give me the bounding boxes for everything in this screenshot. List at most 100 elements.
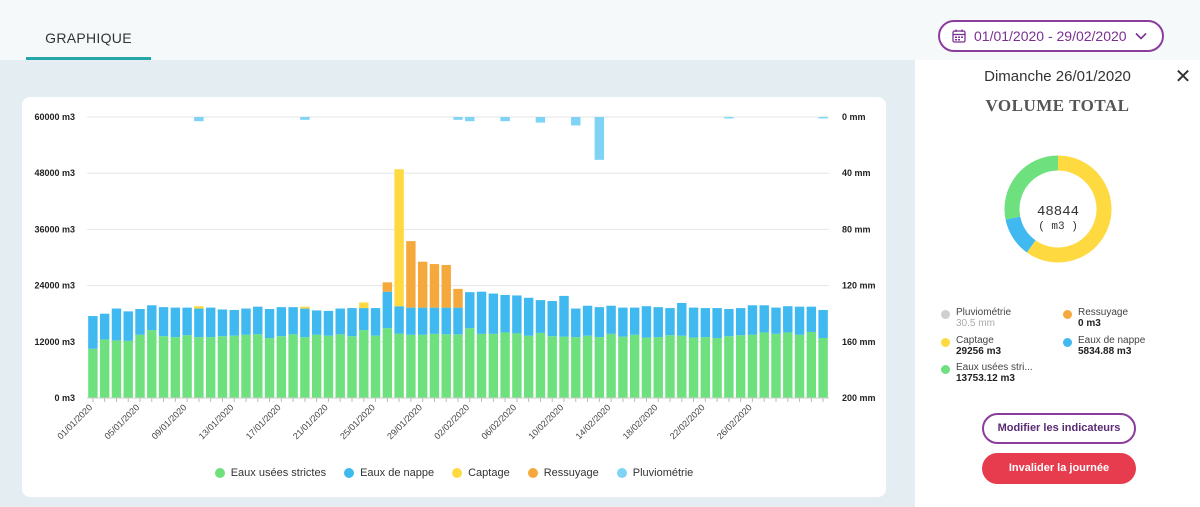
bar-segment xyxy=(700,337,711,398)
bar-segment xyxy=(406,307,416,335)
y-tick-label-left: 60000 m3 xyxy=(34,112,75,122)
bar-segment xyxy=(182,335,192,398)
bar-segment xyxy=(88,316,98,349)
bar-segment xyxy=(253,334,263,398)
bar-segment xyxy=(99,339,110,398)
panel-date: Dimanche 26/01/2020 xyxy=(984,68,1131,85)
bar-segment xyxy=(712,308,722,339)
legend-value: 13753.12 m3 xyxy=(956,373,1015,384)
chevron-down-icon xyxy=(1135,32,1147,40)
modify-indicators-button[interactable]: Modifier les indicateurs xyxy=(982,413,1136,444)
bar-segment xyxy=(300,337,310,398)
legend-label: Ressuyage xyxy=(543,467,599,479)
bar-segment xyxy=(429,264,440,308)
chart-svg: 0 m3 12000 m3 24000 m3 36000 m3 48000 m3 6000… xyxy=(34,112,876,441)
bar-segment xyxy=(783,332,793,398)
bar-segment xyxy=(653,337,663,398)
bar-segment xyxy=(170,307,181,338)
bar-segment xyxy=(147,330,157,398)
bar-segment xyxy=(194,308,204,338)
bar-segment xyxy=(311,310,322,335)
bar-segment xyxy=(629,334,640,398)
legend-name: Eaux de nappe xyxy=(1078,335,1146,346)
bar-segment xyxy=(311,334,322,398)
bar-segment xyxy=(359,302,369,309)
bar-segment xyxy=(453,288,463,308)
bar-segment xyxy=(147,305,157,331)
legend-name: Pluviométrie xyxy=(956,307,1012,318)
bar-segment xyxy=(135,309,145,335)
bar-segment xyxy=(724,309,734,337)
bar-segment xyxy=(688,307,699,338)
bar-segment xyxy=(618,336,628,398)
bar-segment xyxy=(441,307,451,335)
bar-segment xyxy=(205,337,216,398)
rain-bar xyxy=(465,117,475,122)
legend-swatch xyxy=(344,468,355,478)
bar-segment xyxy=(747,334,758,398)
chart-legend-item[interactable]: Ressuyage xyxy=(527,467,599,479)
bar-segment xyxy=(194,337,204,398)
chart-legend-item[interactable]: Captage xyxy=(452,467,510,479)
bar-segment xyxy=(382,282,393,292)
panel-title: VOLUME TOTAL xyxy=(985,96,1130,115)
bar-segment xyxy=(724,336,734,398)
bar-segment xyxy=(759,305,769,333)
bar-segment xyxy=(359,308,369,331)
chart-legend-item[interactable]: Pluviométrie xyxy=(616,467,694,479)
bar-segment xyxy=(429,307,440,334)
bar-segment xyxy=(347,308,357,337)
invalidate-day-button[interactable]: Invalider la journée xyxy=(982,453,1136,484)
rain-bar xyxy=(535,117,546,123)
bar-segment xyxy=(441,264,451,308)
legend-value: 5834.88 m3 xyxy=(1078,346,1132,357)
bar-segment xyxy=(759,332,769,398)
x-tick-label: 25/01/2020 xyxy=(338,402,377,441)
bar-segment xyxy=(523,297,534,336)
x-tick-label: 01/01/2020 xyxy=(55,402,94,441)
rain-bar xyxy=(571,117,581,126)
x-tick-label: 06/02/2020 xyxy=(479,402,518,441)
bar-segment xyxy=(99,313,110,340)
bar-segment xyxy=(523,335,534,398)
chart-legend-item[interactable]: Eaux de nappe xyxy=(344,467,434,479)
bar-segment xyxy=(677,302,687,336)
bar-segment xyxy=(641,306,652,338)
x-tick-label: 29/01/2020 xyxy=(385,402,424,441)
bar-segment xyxy=(453,307,463,335)
y-tick-label-left: 36000 m3 xyxy=(34,224,75,234)
y-tick-label-left: 24000 m3 xyxy=(34,281,75,291)
legend-label: Pluviométrie xyxy=(632,467,694,479)
y-tick-label-right: 120 mm xyxy=(842,281,876,291)
bar-segment xyxy=(476,291,487,334)
bar-segment xyxy=(606,333,616,398)
tab-graphique[interactable]: GRAPHIQUE xyxy=(26,14,151,60)
x-tick-label: 14/02/2020 xyxy=(574,402,613,441)
y-tick-label-right: 80 mm xyxy=(842,224,871,234)
bar-segment xyxy=(700,308,711,338)
bar-segment xyxy=(735,308,746,336)
rain-bar xyxy=(594,117,605,160)
bar-segment xyxy=(806,331,817,398)
x-tick-label: 26/02/2020 xyxy=(715,402,754,441)
legend-value: 29256 m3 xyxy=(956,346,1002,357)
legend-dot xyxy=(941,365,950,374)
bar-segment xyxy=(288,307,298,335)
bar-segment xyxy=(241,308,251,335)
x-tick-label: 18/02/2020 xyxy=(621,402,660,441)
legend-name: Ressuyage xyxy=(1078,307,1129,318)
total-volume-donut xyxy=(1004,155,1112,263)
bar-segment xyxy=(500,294,510,333)
bar-segment xyxy=(500,332,510,398)
bar-segment xyxy=(429,333,440,398)
close-icon[interactable]: ✕ xyxy=(1174,66,1192,88)
legend-dot xyxy=(1063,310,1072,319)
bar-segment xyxy=(465,292,475,329)
date-range-picker[interactable]: 01/01/2020 - 29/02/2020 xyxy=(938,20,1164,52)
bar-segment xyxy=(547,301,557,337)
chart-legend-item[interactable]: Eaux usées strictes xyxy=(214,467,326,479)
bar-segment xyxy=(606,305,616,334)
bar-segment xyxy=(417,261,428,308)
bar-segment xyxy=(205,307,216,338)
bar-segment xyxy=(665,308,675,336)
